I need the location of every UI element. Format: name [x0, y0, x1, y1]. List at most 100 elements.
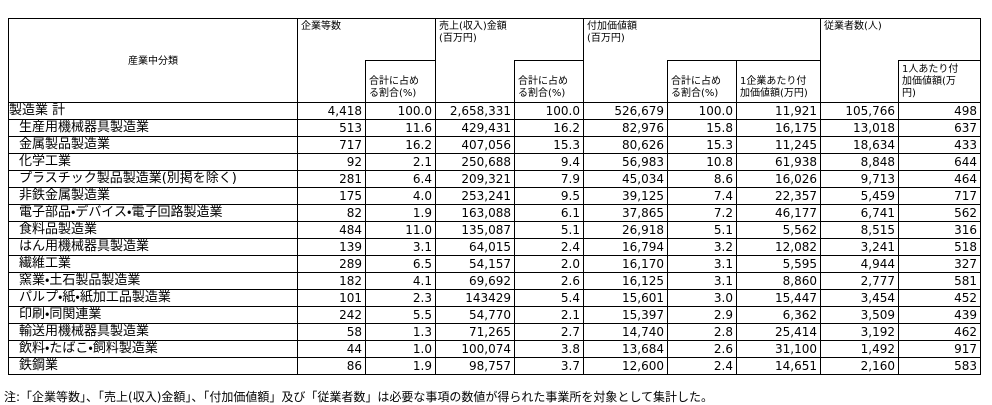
value-cell: 316: [898, 221, 981, 239]
value-cell: 14,740: [583, 323, 668, 341]
value-cell: 644: [898, 153, 981, 171]
value-cell: 2,777: [820, 272, 899, 290]
industry-name: 非鉄金属製造業: [8, 187, 298, 205]
header-cell: 産業中分類: [8, 18, 298, 103]
value-cell: 7.2: [667, 204, 737, 222]
value-cell: 16,794: [583, 238, 668, 256]
header-cell: 1企業あたり付 加価値額(万円): [736, 60, 821, 103]
value-cell: 58: [297, 323, 366, 341]
header-cell: 付加価値額 (百万円): [583, 18, 821, 61]
value-cell: 1.9: [365, 357, 436, 375]
industry-name: 化学工業: [8, 153, 298, 171]
header-cell: 従業者数(人): [820, 18, 981, 61]
value-cell: 54,157: [435, 255, 515, 273]
value-cell: 3,509: [820, 306, 899, 324]
value-cell: 281: [297, 170, 366, 188]
table-row: 金属製品製造業 717 16.2 407,056 15.3 80,626 15.3 11,24…: [8, 136, 981, 154]
value-cell: 139: [297, 238, 366, 256]
value-cell: 16,026: [736, 170, 821, 188]
table-row: パルプ・紙・紙加工品製造業 101 2.3 143429 5.4 15,601 3.0 15,…: [8, 289, 981, 307]
value-cell: 2,658,331: [435, 102, 515, 120]
value-cell: 82: [297, 204, 366, 222]
value-cell: 1.9: [365, 204, 436, 222]
industry-name: 輸送用機械器具製造業: [8, 323, 298, 341]
value-cell: 15,601: [583, 289, 668, 307]
value-cell: 2,160: [820, 357, 899, 375]
value-cell: 8,515: [820, 221, 899, 239]
value-cell: 100.0: [514, 102, 584, 120]
value-cell: 8,848: [820, 153, 899, 171]
value-cell: 80,626: [583, 136, 668, 154]
value-cell: 15.3: [514, 136, 584, 154]
value-cell: 526,679: [583, 102, 668, 120]
table-row: 輸送用機械器具製造業 58 1.3 71,265 2.7 14,740 2.8 25,414 3…: [8, 323, 981, 341]
value-cell: 9.4: [514, 153, 584, 171]
value-cell: 5,562: [736, 221, 821, 239]
header-cell: 企業等数: [297, 18, 436, 61]
industry-name: 生産用機械器具製造業: [8, 119, 298, 137]
header-cell: 合計に占め る割合(%): [514, 60, 584, 103]
value-cell: 16,125: [583, 272, 668, 290]
value-cell: 8,860: [736, 272, 821, 290]
table-row: 印刷・同関連業 242 5.5 54,770 2.1 15,397 2.9 6,362 3,50…: [8, 306, 981, 324]
value-cell: 2.1: [514, 306, 584, 324]
value-cell: 3,192: [820, 323, 899, 341]
value-cell: 717: [898, 187, 981, 205]
value-cell: 18,634: [820, 136, 899, 154]
value-cell: 1.3: [365, 323, 436, 341]
value-cell: 407,056: [435, 136, 515, 154]
table-row: はん用機械器具製造業 139 3.1 64,015 2.4 16,794 3.2 12,082…: [8, 238, 981, 256]
value-cell: 6,362: [736, 306, 821, 324]
header-blank: [820, 60, 899, 103]
header-cell: 1人あたり付 加価値額(万 円): [898, 60, 981, 103]
value-cell: 135,087: [435, 221, 515, 239]
value-cell: 289: [297, 255, 366, 273]
value-cell: 100,074: [435, 340, 515, 358]
value-cell: 4,944: [820, 255, 899, 273]
value-cell: 5.4: [514, 289, 584, 307]
value-cell: 429,431: [435, 119, 515, 137]
value-cell: 327: [898, 255, 981, 273]
value-cell: 3,241: [820, 238, 899, 256]
value-cell: 3.8: [514, 340, 584, 358]
industry-name: 鉄鋼業: [8, 357, 298, 375]
value-cell: 15.8: [667, 119, 737, 137]
value-cell: 917: [898, 340, 981, 358]
value-cell: 11,245: [736, 136, 821, 154]
value-cell: 14,651: [736, 357, 821, 375]
value-cell: 462: [898, 323, 981, 341]
table-row: 食料品製造業 484 11.0 135,087 5.1 26,918 5.1 5,562 8,5…: [8, 221, 981, 239]
table-row: プラスチック製品製造業(別掲を除く) 281 6.4 209,321 7.9 45,034…: [8, 170, 981, 188]
value-cell: 4.1: [365, 272, 436, 290]
value-cell: 3,454: [820, 289, 899, 307]
value-cell: 64,015: [435, 238, 515, 256]
value-cell: 45,034: [583, 170, 668, 188]
industry-name: 食料品製造業: [8, 221, 298, 239]
value-cell: 46,177: [736, 204, 821, 222]
value-cell: 8.6: [667, 170, 737, 188]
value-cell: 6.4: [365, 170, 436, 188]
value-cell: 3.1: [365, 238, 436, 256]
value-cell: 56,983: [583, 153, 668, 171]
header-cell: 合計に占め る割合(%): [667, 60, 737, 103]
value-cell: 44: [297, 340, 366, 358]
industry-name: 製造業 計: [8, 102, 298, 120]
value-cell: 16,170: [583, 255, 668, 273]
value-cell: 15,397: [583, 306, 668, 324]
value-cell: 12,082: [736, 238, 821, 256]
value-cell: 22,357: [736, 187, 821, 205]
value-cell: 2.0: [514, 255, 584, 273]
value-cell: 11,921: [736, 102, 821, 120]
value-cell: 484: [297, 221, 366, 239]
value-cell: 1.0: [365, 340, 436, 358]
value-cell: 6.1: [514, 204, 584, 222]
industry-name: 印刷・同関連業: [8, 306, 298, 324]
value-cell: 637: [898, 119, 981, 137]
value-cell: 433: [898, 136, 981, 154]
value-cell: 54,770: [435, 306, 515, 324]
value-cell: 3.7: [514, 357, 584, 375]
industry-name: 電子部品・デバイス・電子回路製造業: [8, 204, 298, 222]
industry-name: 金属製品製造業: [8, 136, 298, 154]
value-cell: 61,938: [736, 153, 821, 171]
